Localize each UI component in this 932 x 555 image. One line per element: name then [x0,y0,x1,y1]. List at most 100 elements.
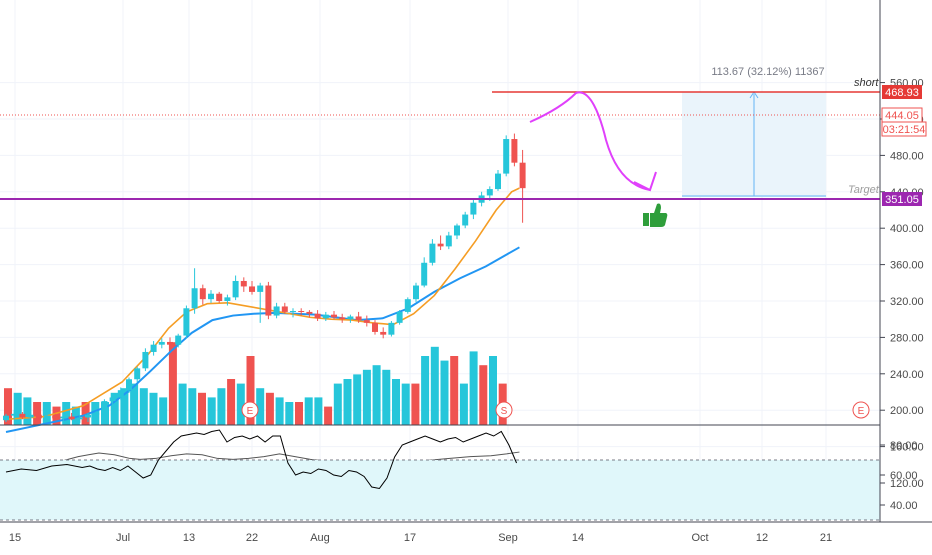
candle-body [249,286,255,292]
candle [322,311,329,322]
candle [68,412,75,421]
price-tick-label: 120.00 [890,478,924,490]
candle [240,277,247,292]
rsi-tick-label: 60.00 [890,470,918,482]
short-label: short [854,77,879,89]
candle [421,257,428,288]
candle-body [404,299,411,312]
candle-body [429,243,436,263]
candle [101,399,108,415]
candle-body [445,235,452,247]
volume-bar [440,360,449,425]
candle-body [503,139,510,174]
candle [191,268,198,314]
volume-bar [372,365,381,425]
candle-body [175,335,182,345]
candle-body [191,288,198,309]
rsi-tick-label: 80.00 [890,440,918,452]
candle [404,297,411,314]
candle [167,337,173,347]
candle [208,290,214,303]
candle [76,415,83,423]
short-price-tag: 468.93 [882,85,922,99]
candle-body [322,314,329,319]
candle-body [331,314,337,318]
future-earnings-marker[interactable]: E [852,401,870,419]
candle [265,281,272,320]
target-price-tag: 351.05 [882,192,922,206]
candle-body [85,414,91,418]
candle [290,308,296,318]
volume-bar [430,346,439,425]
volume-bar [149,392,158,425]
candle [429,239,436,266]
price-tick-label: 160.00 [890,442,924,454]
rsi-tick-label: 40.00 [890,500,918,512]
volume-bar [217,388,226,425]
candle [19,412,26,420]
candles [3,133,526,423]
candle-body [11,413,18,416]
candle-body [60,416,67,419]
candle-body [93,412,100,415]
candle [396,310,403,325]
candle [413,282,419,302]
candle [175,333,182,348]
volume-bar [469,351,478,425]
candle [437,235,444,251]
volume-bar [392,379,400,425]
candle-body [208,293,214,300]
rsi-band [0,460,880,520]
candle-body [142,351,149,369]
volume-bar [13,392,22,425]
projection-arrow-head [633,171,657,192]
countdown-tag: 03:21:54 [881,121,927,137]
candle-body [396,311,403,323]
time-tick-label: Sep [498,532,518,544]
volume-bar [236,383,245,425]
time-axis[interactable]: 15 Jul 13 22 Aug 17 Sep 14 Oct 12 21 [9,532,832,544]
volume-bar [42,402,51,425]
candle-body [306,311,313,314]
candle-body [281,306,288,312]
svg-text:468.93: 468.93 [885,87,919,99]
candle-body [199,288,206,300]
candle-body [19,413,26,418]
projection-arrow [529,91,651,191]
volume-bar [362,369,371,425]
volume-bar [207,397,216,425]
volume-bar [275,397,284,425]
candle [503,135,510,177]
rsi-pane [0,429,880,521]
svg-text:E: E [247,406,254,417]
volume-bar [81,402,90,425]
volume-bar [188,388,197,425]
volume-bar [382,369,391,425]
time-tick-label: 13 [183,532,195,544]
rsi-axis: 80.00 60.00 40.00 [880,440,918,512]
candle [11,410,18,420]
time-tick-label: 12 [756,532,768,544]
candle [158,338,165,349]
candle-body [511,139,518,163]
candle [249,280,255,295]
candle-body [109,397,116,402]
candle [372,320,378,335]
candle [388,321,395,337]
volume-bar [198,392,206,425]
candle-body [470,202,477,215]
candle-body [158,341,165,345]
volume-bar [23,397,32,425]
volume-bar [110,392,119,425]
candle [273,302,280,319]
candle-body [519,162,526,189]
split-marker[interactable]: S [495,401,513,419]
candle [150,341,157,356]
measure-label: 113.67 (32.12%) 11367 [711,66,824,78]
candle [314,310,321,322]
candle-body [298,311,305,313]
candle-body [183,308,190,336]
earnings-marker[interactable]: E [241,401,259,419]
svg-text:03:21:54: 03:21:54 [883,124,926,136]
